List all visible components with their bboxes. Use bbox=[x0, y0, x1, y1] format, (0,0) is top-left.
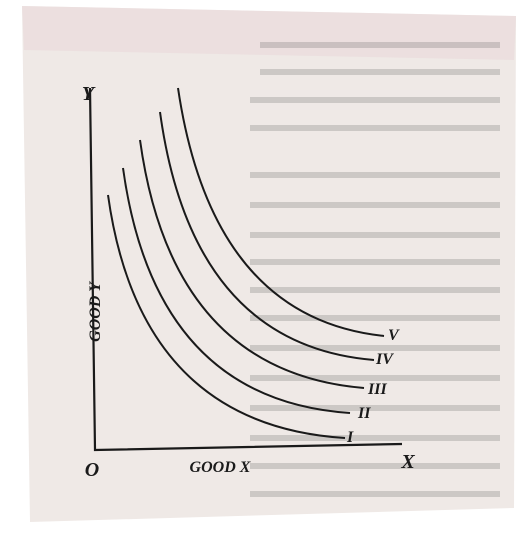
curve-label: V bbox=[388, 327, 400, 344]
y-axis-title: GOOD Y bbox=[87, 281, 104, 342]
y-axis-label: Y bbox=[82, 83, 96, 105]
origin-label: O bbox=[85, 459, 99, 481]
curve-label: IV bbox=[375, 351, 394, 368]
curve-label: III bbox=[367, 381, 387, 398]
curve-label: I bbox=[346, 429, 354, 446]
curve-label: II bbox=[357, 405, 371, 422]
x-axis-title: GOOD X bbox=[190, 459, 251, 476]
x-axis-label: X bbox=[400, 451, 415, 473]
page: Y X O GOOD Y GOOD X I II III IV V bbox=[0, 0, 524, 533]
